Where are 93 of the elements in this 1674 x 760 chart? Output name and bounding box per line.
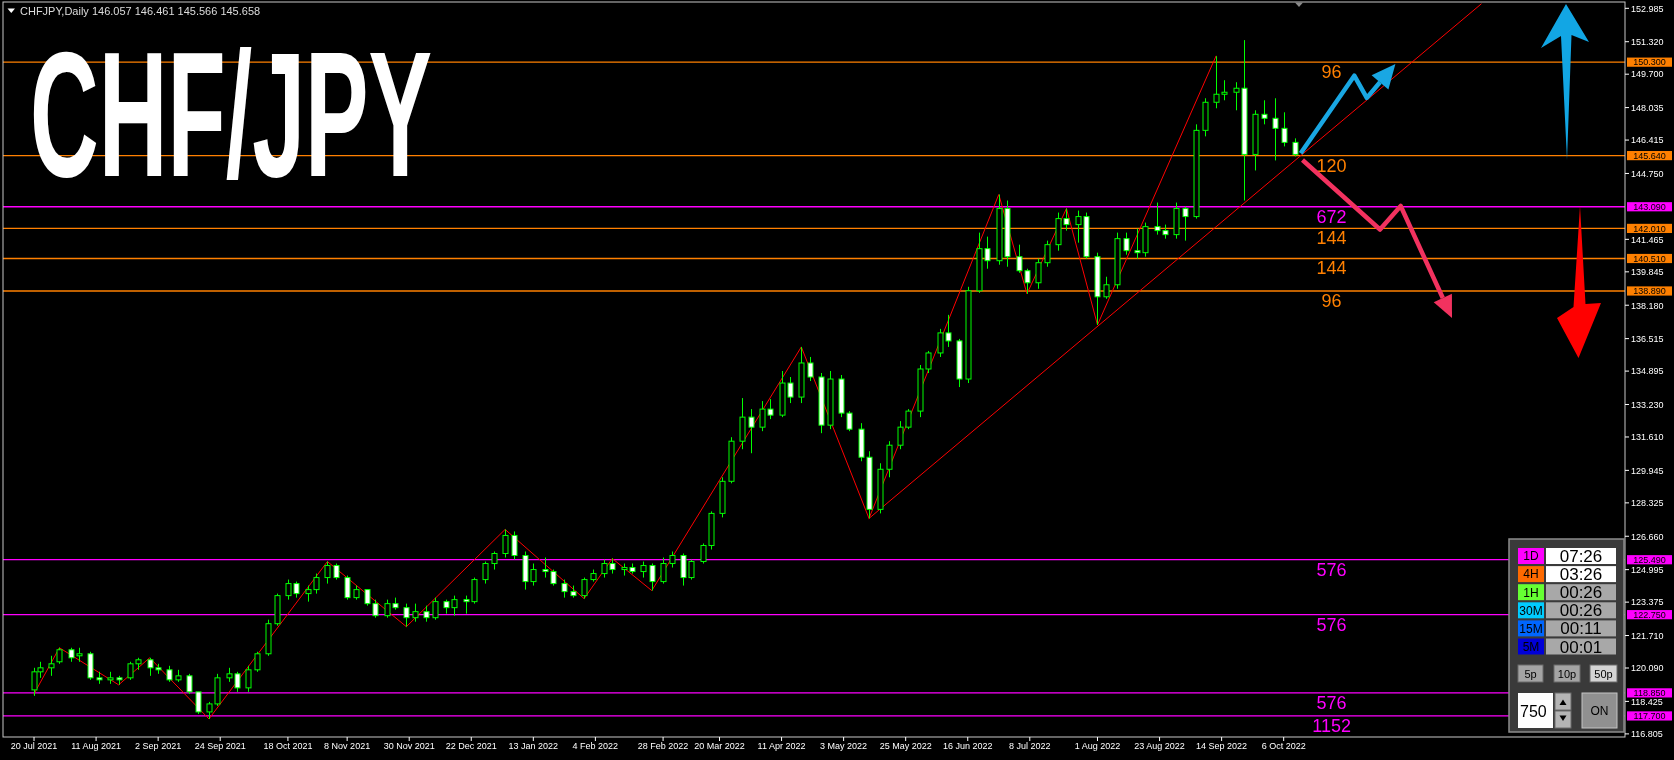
y-tick-label: 121.710 (1631, 630, 1664, 641)
button: ON (1581, 692, 1618, 729)
ref-line-label: 140.510 (1633, 253, 1666, 264)
y-tick-label: 123.375 (1631, 597, 1664, 608)
button: 5p (1517, 664, 1544, 683)
x-tick-label: 20 Mar 2022 (694, 740, 745, 751)
x-tick-label: 1 Aug 2022 (1074, 740, 1121, 751)
annotation: 03:26 (1559, 565, 1603, 585)
annotation: 144 (1316, 258, 1347, 279)
ref-line-label: 150.300 (1633, 57, 1666, 68)
annotation: 144 (1316, 228, 1347, 249)
y-tick-label: 152.985 (1631, 3, 1664, 14)
ref-line-label: 117.700 (1633, 711, 1666, 722)
y-tick-label: 118.425 (1631, 696, 1663, 707)
y-tick-label: 134.895 (1631, 366, 1664, 377)
annotation: ON (1590, 704, 1609, 718)
x-tick-label: 18 Oct 2021 (263, 740, 313, 751)
annotation: 5p (1524, 667, 1537, 680)
annotation: 672 (1316, 206, 1347, 227)
y-tick-label: 149.700 (1631, 69, 1664, 80)
y-tick-label: 141.465 (1631, 234, 1664, 245)
y-tick-label: 148.035 (1631, 102, 1664, 113)
annotation: 00:26 (1559, 583, 1603, 603)
x-tick-label: 30 Nov 2021 (383, 740, 435, 751)
y-tick-label: 116.805 (1631, 729, 1663, 740)
y-tick-label: 139.845 (1631, 267, 1664, 278)
x-tick-label: 3 May 2022 (820, 740, 868, 751)
x-tick-label: 4 Feb 2022 (572, 740, 619, 751)
x-tick-label: 25 May 2022 (879, 740, 932, 751)
x-tick-label: 13 Jan 2022 (508, 740, 559, 751)
y-tick-label: 131.610 (1631, 432, 1664, 443)
x-tick-label: 11 Aug 2021 (71, 740, 122, 751)
x-tick-label: 2 Sep 2021 (135, 740, 182, 751)
text-field: 07:26 (1546, 547, 1616, 566)
annotation: 576 (1316, 559, 1347, 580)
y-tick-label: 128.325 (1631, 498, 1664, 509)
ref-line-label: 142.010 (1633, 223, 1666, 234)
tag: 15M (1518, 620, 1544, 637)
text-field: 00:26 (1546, 601, 1616, 621)
annotation: 96 (1321, 290, 1342, 311)
annotation: 576 (1316, 692, 1347, 713)
y-tick-label: 129.945 (1631, 465, 1664, 476)
annotation: 50p (1594, 667, 1613, 680)
annotation: 1152 (1312, 715, 1351, 736)
annotation: 120 (1316, 155, 1347, 176)
y-tick-label: 146.415 (1631, 135, 1664, 146)
text-field: 03:26 (1546, 565, 1616, 585)
annotation: 07:26 (1559, 547, 1603, 566)
ref-line-label: 122.750 (1633, 609, 1666, 620)
annotation: 1H (1523, 585, 1539, 600)
text-field: 00:26 (1546, 583, 1616, 603)
annotation: 5M (1522, 639, 1540, 654)
y-tick-label: 133.230 (1631, 399, 1664, 410)
annotation: 10p (1557, 667, 1577, 680)
ref-line-label: 138.890 (1633, 286, 1666, 297)
x-tick-label: 23 Aug 2022 (1134, 740, 1185, 751)
annotation: 4H (1523, 567, 1539, 582)
x-tick-label: 20 Jul 2021 (10, 740, 58, 751)
y-tick-label: 124.995 (1631, 564, 1664, 575)
annotation: 96 (1321, 62, 1342, 83)
annotation: 00:26 (1559, 601, 1603, 621)
tag: 4H (1518, 566, 1544, 583)
ref-line-label: 118.850 (1633, 688, 1666, 699)
annotation: 750 (1520, 703, 1547, 720)
x-tick-label: 11 Apr 2022 (757, 740, 806, 751)
number-field: 750 (1518, 693, 1553, 728)
x-tick-label: 28 Feb 2022 (637, 740, 689, 751)
x-tick-label: 22 Dec 2021 (445, 740, 497, 751)
x-tick-label: 8 Jul 2022 (1009, 740, 1051, 751)
tag: 1H (1518, 584, 1544, 601)
y-tick-label: 126.660 (1631, 531, 1664, 542)
annotation: 1D (1523, 549, 1539, 564)
x-tick-label: 24 Sep 2021 (194, 740, 246, 751)
ref-line-label: 145.640 (1633, 150, 1666, 161)
ref-line-label: 125.490 (1633, 555, 1666, 566)
x-tick-label: 6 Oct 2022 (1261, 740, 1306, 751)
text-field: 00:11 (1546, 619, 1616, 639)
annotation: 576 (1316, 614, 1347, 635)
tag: 30M (1518, 602, 1544, 619)
annotation: 00:01 (1559, 637, 1603, 657)
y-tick-label: 136.515 (1631, 333, 1664, 344)
button: 50p (1589, 664, 1618, 683)
ref-line-label: 143.090 (1633, 202, 1666, 213)
y-tick-label: 138.180 (1631, 300, 1664, 311)
button: 10p (1553, 664, 1581, 683)
annotation: 00:11 (1560, 619, 1602, 639)
x-tick-label: 8 Nov 2021 (324, 740, 371, 751)
tag: 1D (1518, 548, 1544, 564)
y-tick-label: 151.320 (1631, 37, 1664, 48)
x-tick-label: 16 Jun 2022 (942, 740, 993, 751)
x-tick-label: 14 Sep 2022 (1196, 740, 1248, 751)
y-tick-label: 120.090 (1631, 663, 1664, 674)
y-tick-label: 144.750 (1631, 168, 1664, 179)
